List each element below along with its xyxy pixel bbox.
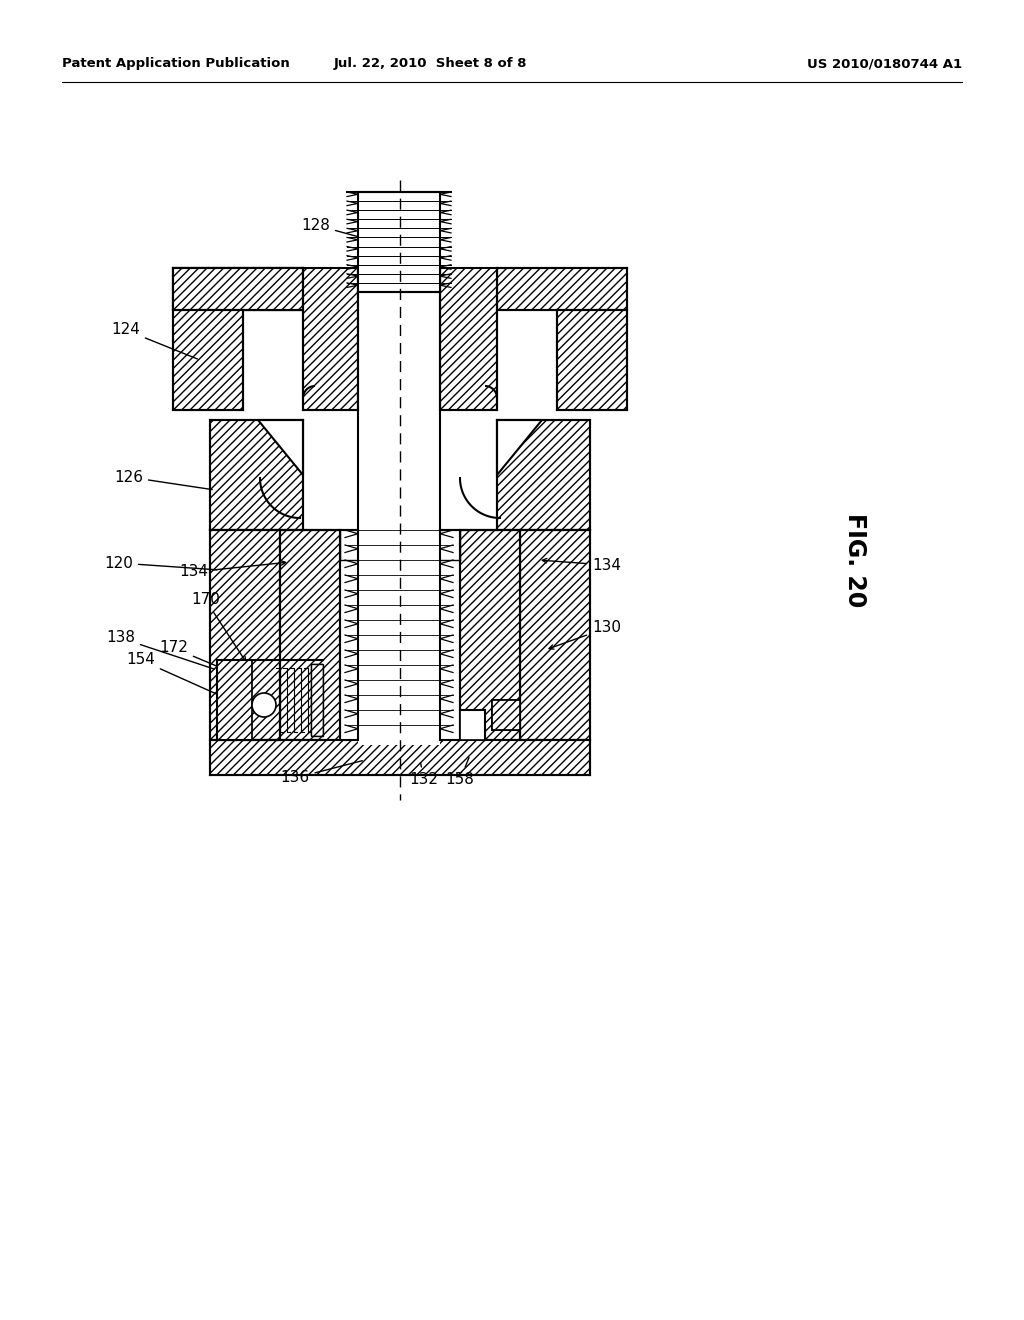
Text: 134: 134	[179, 561, 286, 579]
Bar	[303, 268, 358, 411]
Bar	[217, 660, 252, 741]
Bar	[492, 700, 520, 730]
Text: 158: 158	[445, 758, 474, 788]
Text: 124: 124	[112, 322, 198, 359]
Bar	[173, 268, 303, 310]
Text: 134: 134	[543, 557, 621, 573]
Bar	[460, 531, 520, 741]
Bar	[173, 268, 303, 310]
Polygon shape	[497, 420, 542, 475]
Bar	[217, 660, 252, 741]
Bar	[173, 268, 303, 310]
Text: US 2010/0180744 A1: US 2010/0180744 A1	[807, 58, 962, 70]
Bar	[460, 531, 520, 741]
Bar	[358, 525, 440, 744]
Polygon shape	[258, 420, 303, 475]
Bar	[557, 310, 627, 411]
Bar	[280, 531, 340, 741]
Bar	[311, 664, 323, 737]
Text: 136: 136	[281, 760, 362, 785]
Text: 128: 128	[301, 218, 368, 239]
Polygon shape	[497, 420, 590, 531]
Polygon shape	[210, 420, 303, 531]
Text: 170: 170	[191, 593, 246, 661]
Bar	[173, 268, 303, 310]
Text: 172: 172	[159, 640, 248, 678]
Polygon shape	[173, 268, 303, 310]
Text: Jul. 22, 2010  Sheet 8 of 8: Jul. 22, 2010 Sheet 8 of 8	[333, 58, 526, 70]
Bar	[358, 257, 440, 411]
Bar	[497, 268, 627, 310]
Bar	[210, 531, 280, 741]
Text: 154: 154	[126, 652, 227, 698]
Bar	[492, 700, 520, 730]
Text: FIG. 20: FIG. 20	[843, 513, 867, 607]
Text: 132: 132	[410, 763, 438, 788]
Circle shape	[252, 693, 276, 717]
Bar	[440, 268, 497, 411]
Bar	[210, 531, 280, 741]
Bar	[280, 531, 340, 741]
Bar	[557, 310, 627, 411]
Bar	[210, 741, 590, 775]
Bar	[173, 310, 243, 411]
Bar	[210, 741, 590, 775]
Bar	[497, 268, 627, 310]
Text: Patent Application Publication: Patent Application Publication	[62, 58, 290, 70]
Bar	[520, 531, 590, 741]
Bar	[460, 710, 485, 741]
Bar	[520, 531, 590, 741]
Bar	[173, 310, 243, 411]
Text: 120: 120	[104, 556, 217, 570]
Bar	[440, 268, 497, 411]
Bar	[303, 268, 358, 411]
Text: 138: 138	[106, 631, 214, 669]
Bar	[311, 664, 323, 737]
Text: 126: 126	[114, 470, 212, 490]
Bar	[358, 191, 440, 292]
Bar	[358, 268, 440, 531]
Text: 130: 130	[549, 620, 621, 649]
Bar	[492, 700, 520, 730]
